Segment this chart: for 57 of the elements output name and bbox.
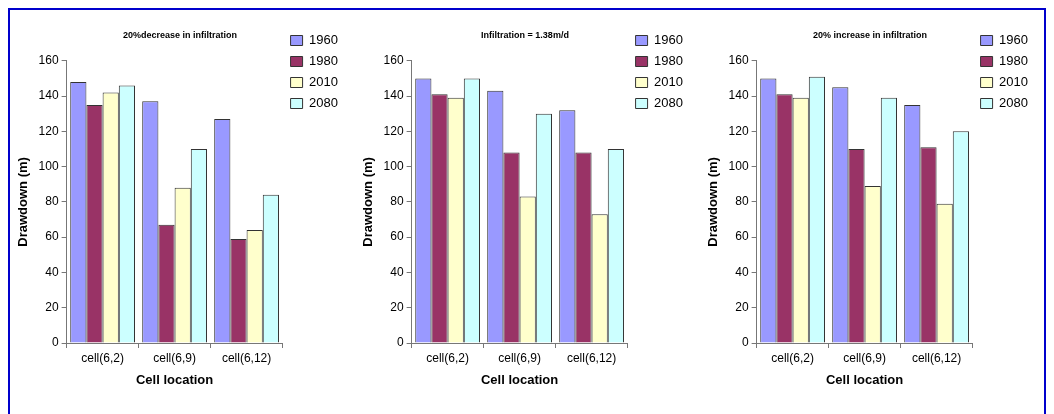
x-axis-title: Cell location [825,371,903,387]
chart-title: 20%decrease in infiltration [123,29,238,40]
legend-label: 1960 [309,32,339,48]
x-tick-label: cell(6,12) [222,350,272,365]
legend-label: 2010 [654,74,683,90]
y-tick-label: 100 [38,158,60,173]
legend-label: 2010 [998,74,1028,90]
y-tick-label: 100 [728,158,749,173]
y-tick-label: 0 [396,335,404,350]
y-tick-label: 140 [728,88,749,103]
y-tick-label: 120 [728,123,749,138]
y-tick-label: 60 [390,229,404,244]
legend-label: 1980 [654,53,683,69]
y-tick-label: 100 [383,158,404,173]
y-tick-label: 140 [383,88,404,103]
y-tick-label: 160 [728,53,749,68]
y-tick-label: 160 [383,53,404,68]
legend-label: 1960 [654,32,683,48]
y-tick-label: 60 [45,229,60,244]
chart-title: 20% increase in infiltration [812,29,927,40]
x-axis-title: Cell location [480,371,559,387]
y-tick-label: 80 [390,194,404,209]
y-axis-title: Drawdown (m) [705,157,721,247]
x-tick-label: cell(6,12) [566,350,617,365]
legend-label: 2080 [654,95,683,111]
y-tick-label: 80 [45,194,60,209]
y-tick-label: 20 [734,300,749,315]
x-axis-title: Cell location [136,371,214,387]
x-tick-label: cell(6,2) [426,350,469,365]
y-tick-label: 140 [38,88,60,103]
x-tick-label: cell(6,9) [153,350,197,365]
y-tick-label: 80 [734,194,749,209]
legend-label: 2010 [309,74,339,90]
x-tick-label: cell(6,12) [911,350,961,365]
y-axis-title: Drawdown (m) [15,157,31,247]
x-tick-label: cell(6,9) [842,350,886,365]
y-tick-label: 20 [390,300,404,315]
legend-label: 2080 [998,95,1028,111]
y-tick-label: 40 [734,264,749,279]
y-axis-title: Drawdown (m) [360,157,376,247]
x-tick-label: cell(6,9) [498,350,541,365]
y-tick-label: 120 [38,123,60,138]
y-tick-label: 60 [734,229,749,244]
y-tick-label: 40 [390,264,404,279]
x-tick-label: cell(6,2) [81,350,125,365]
legend-label: 2080 [309,95,339,111]
y-tick-label: 40 [45,264,60,279]
y-tick-label: 0 [741,335,749,350]
y-tick-label: 160 [38,53,60,68]
y-tick-label: 120 [383,123,404,138]
chart-title: Infiltration = 1.38m/d [481,29,569,40]
y-tick-label: 0 [52,335,60,350]
y-tick-label: 20 [45,300,60,315]
legend-label: 1980 [309,53,339,69]
x-tick-label: cell(6,2) [770,350,814,365]
legend-label: 1960 [998,32,1028,48]
legend-label: 1980 [998,53,1028,69]
